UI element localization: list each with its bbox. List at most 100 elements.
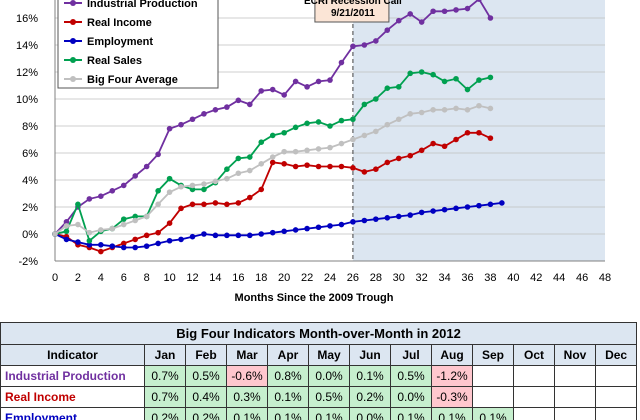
y-tick-label: 6% bbox=[22, 148, 38, 160]
data-point bbox=[395, 84, 402, 90]
x-tick-label: 32 bbox=[416, 272, 428, 284]
data-point bbox=[281, 161, 287, 167]
data-point bbox=[441, 143, 448, 150]
data-point bbox=[373, 128, 379, 135]
legend-swatch-marker bbox=[70, 19, 76, 25]
value-cell bbox=[472, 386, 514, 408]
data-point bbox=[453, 7, 459, 13]
data-point bbox=[327, 223, 333, 229]
x-tick-label: 28 bbox=[370, 272, 382, 284]
data-point bbox=[315, 78, 322, 85]
value-cell: 0.3% bbox=[226, 386, 268, 408]
data-point bbox=[63, 219, 70, 225]
value-cell: 0.1% bbox=[308, 407, 350, 420]
data-point bbox=[201, 201, 207, 208]
data-point bbox=[327, 144, 333, 151]
data-point bbox=[235, 170, 242, 177]
indicator-table-container: Big Four Indicators Month-over-Month in … bbox=[0, 322, 640, 420]
data-point bbox=[338, 59, 345, 66]
data-point bbox=[361, 132, 368, 139]
data-point bbox=[132, 217, 139, 224]
data-point bbox=[155, 151, 161, 158]
month-column-header: Feb bbox=[185, 344, 227, 366]
value-cell: 0.1% bbox=[267, 407, 309, 420]
x-tick-label: 22 bbox=[301, 272, 313, 284]
value-cell: 0.1% bbox=[349, 365, 391, 387]
data-point bbox=[304, 120, 310, 127]
y-tick-label: 16% bbox=[16, 13, 38, 25]
value-cell bbox=[513, 386, 555, 408]
data-point bbox=[384, 215, 391, 221]
data-point bbox=[235, 155, 242, 162]
data-point bbox=[86, 237, 93, 244]
value-cell: 0.8% bbox=[267, 365, 309, 387]
data-point bbox=[338, 221, 345, 228]
value-cell: -0.3% bbox=[431, 386, 473, 408]
data-point bbox=[258, 161, 265, 167]
data-point bbox=[143, 213, 150, 220]
data-point bbox=[361, 101, 368, 108]
data-point bbox=[292, 163, 299, 170]
data-point bbox=[189, 186, 196, 193]
value-cell bbox=[554, 386, 596, 408]
data-point bbox=[407, 212, 414, 218]
data-point bbox=[315, 163, 322, 170]
data-point bbox=[189, 201, 196, 208]
data-point bbox=[315, 119, 322, 125]
indicator-column-header: Indicator bbox=[0, 344, 145, 366]
month-column-header: Jul bbox=[390, 344, 432, 366]
data-point bbox=[120, 182, 127, 189]
data-point bbox=[373, 166, 379, 172]
data-point bbox=[155, 188, 161, 194]
data-point bbox=[304, 162, 310, 168]
data-point bbox=[418, 209, 425, 216]
data-point bbox=[304, 84, 310, 90]
y-tick-label: 14% bbox=[16, 40, 38, 52]
indicator-label: Real Income bbox=[0, 386, 145, 408]
x-tick-label: 16 bbox=[232, 272, 244, 284]
data-point bbox=[327, 123, 333, 129]
data-point bbox=[430, 8, 436, 15]
data-point bbox=[395, 17, 402, 24]
data-point bbox=[430, 71, 436, 78]
data-point bbox=[407, 11, 414, 17]
value-cell: 0.1% bbox=[472, 407, 514, 420]
data-point bbox=[224, 201, 230, 208]
month-column-header: Aug bbox=[431, 344, 473, 366]
legend-box bbox=[57, 0, 219, 89]
data-point bbox=[384, 159, 391, 166]
data-point bbox=[373, 216, 379, 222]
indicator-table: Big Four Indicators Month-over-Month in … bbox=[0, 322, 638, 420]
x-tick-label: 14 bbox=[209, 272, 221, 284]
data-point bbox=[476, 77, 482, 83]
data-point bbox=[166, 189, 173, 195]
data-point bbox=[224, 232, 230, 239]
data-point bbox=[430, 140, 436, 147]
x-tick-label: 2 bbox=[75, 272, 81, 284]
data-point bbox=[212, 200, 219, 206]
value-cell: 0.2% bbox=[185, 407, 227, 420]
data-point bbox=[476, 102, 482, 109]
x-tick-label: 20 bbox=[278, 272, 290, 284]
legend-swatch-marker bbox=[70, 0, 76, 6]
data-point bbox=[98, 248, 104, 255]
data-point bbox=[75, 201, 81, 208]
data-point bbox=[441, 78, 448, 85]
data-point bbox=[350, 136, 356, 143]
data-point bbox=[304, 225, 310, 232]
data-point bbox=[395, 213, 402, 220]
data-point bbox=[453, 205, 459, 212]
data-point bbox=[52, 231, 58, 237]
legend-entry: Employment bbox=[87, 36, 153, 48]
data-point bbox=[258, 231, 265, 237]
value-cell bbox=[594, 407, 638, 420]
data-point bbox=[98, 242, 104, 248]
y-tick-label: 8% bbox=[22, 121, 38, 133]
x-tick-label: 40 bbox=[507, 272, 519, 284]
data-point bbox=[63, 236, 70, 243]
data-point bbox=[315, 224, 322, 231]
data-point bbox=[292, 78, 299, 85]
legend-swatch-marker bbox=[70, 57, 76, 63]
data-point bbox=[75, 239, 81, 245]
data-point bbox=[86, 196, 93, 202]
